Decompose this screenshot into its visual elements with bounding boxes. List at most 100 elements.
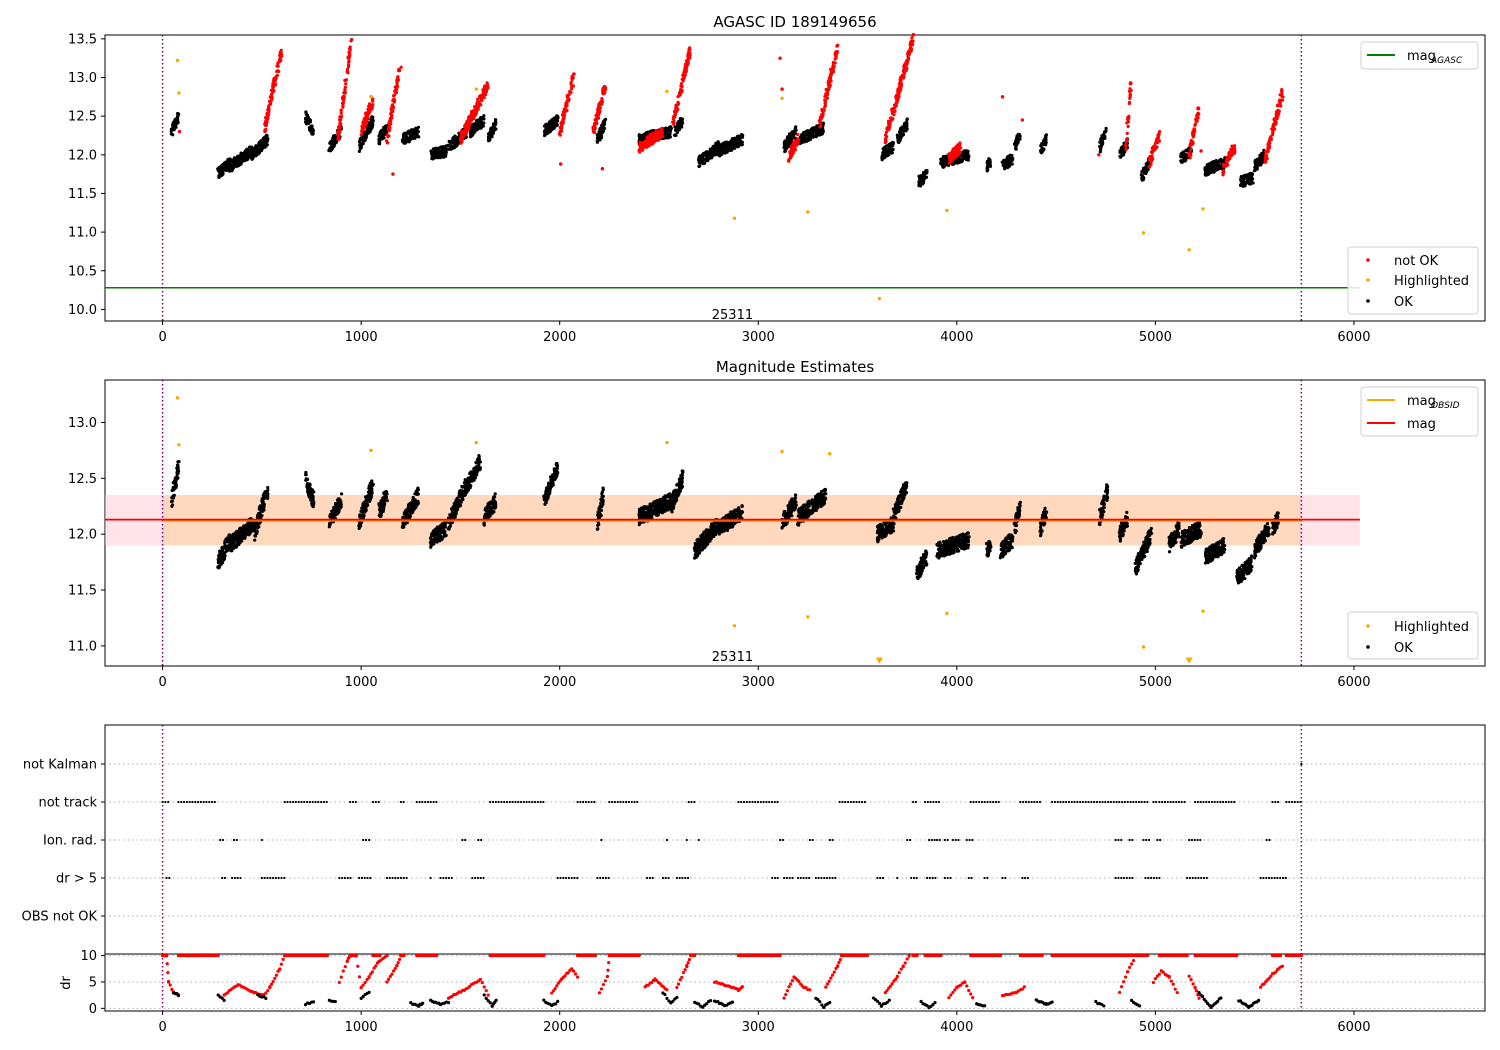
ok-point (959, 158, 963, 162)
top-y-tick-label: 11.5 (68, 187, 97, 202)
ok-point (1099, 137, 1103, 142)
ok-point (218, 549, 222, 553)
ok-point (882, 146, 886, 150)
not-ok-point (1224, 158, 1229, 162)
top-x-tick-label: 0 (158, 330, 166, 345)
ok-point (487, 138, 491, 142)
ok-point (250, 157, 254, 161)
ok-point (222, 552, 226, 557)
not-ok-point (565, 95, 569, 99)
ok-point (221, 166, 226, 170)
ok-point (898, 134, 903, 138)
not-ok-point (830, 68, 834, 73)
ok-point (942, 164, 946, 168)
ok-point (905, 124, 909, 129)
ok-point (545, 124, 549, 128)
mid-y-tick-label: 12.0 (68, 528, 97, 543)
not-ok-point (390, 107, 394, 111)
not-ok-point (817, 119, 822, 123)
not-ok-point (1124, 147, 1128, 152)
ok-point (170, 496, 174, 500)
ok-point (243, 158, 247, 163)
ok-point (697, 164, 701, 169)
not-ok-point (267, 107, 271, 111)
not-ok-point (389, 112, 393, 116)
ok-point (231, 158, 235, 162)
top-y-tick-label: 10.5 (68, 264, 97, 279)
not-ok-point (955, 145, 959, 149)
ok-point (918, 184, 922, 188)
ok-point (406, 136, 410, 140)
not-ok-point (1150, 158, 1154, 162)
not-ok-point (657, 134, 662, 138)
not-ok-point (389, 118, 393, 123)
ok-point (230, 167, 234, 171)
ok-point (1044, 134, 1048, 138)
ok-point (227, 169, 232, 173)
not-ok-point (476, 107, 480, 111)
not-ok-point (359, 133, 363, 137)
ok-point (236, 162, 240, 167)
not-ok-point (347, 60, 351, 64)
not-ok-point (1149, 162, 1153, 166)
not-ok-point (396, 76, 400, 80)
not-ok-point (638, 150, 642, 154)
ok-point (675, 128, 679, 132)
not-ok-point (906, 51, 910, 56)
ok-point (637, 137, 642, 142)
ok-point (307, 121, 311, 125)
ok-point (1013, 141, 1017, 145)
not-ok-point (680, 84, 684, 89)
not-ok-point (561, 119, 565, 123)
ok-point (170, 504, 174, 508)
ok-point (370, 122, 374, 126)
not-ok-point (271, 90, 275, 94)
ok-point (224, 546, 228, 551)
not-ok-point (906, 58, 910, 62)
ok-point (680, 121, 684, 125)
ok-point (170, 499, 174, 503)
ok-point (1255, 160, 1260, 164)
ok-point (918, 178, 923, 182)
ok-point (675, 130, 680, 134)
ok-point (1099, 143, 1104, 147)
not-ok-point (820, 108, 825, 112)
ok-point (358, 138, 362, 142)
top-y-tick-label: 12.0 (68, 148, 97, 163)
ok-point (304, 120, 308, 124)
ok-point (234, 159, 238, 163)
not-ok-point (264, 117, 269, 121)
ok-point (717, 147, 721, 151)
mid-y-tick-label: 13.0 (68, 416, 97, 431)
ok-point (331, 137, 335, 141)
ok-point (231, 532, 235, 536)
mid-y-tick-label: 11.5 (68, 584, 97, 599)
ok-point (241, 154, 245, 158)
ok-point (382, 133, 386, 137)
ok-point (454, 136, 458, 141)
highlighted-point (1141, 231, 1146, 235)
not-ok-point (894, 96, 898, 100)
not-ok-point (467, 116, 471, 120)
highlighted-point (1187, 248, 1191, 252)
ok-point (1246, 173, 1250, 177)
not-ok-point (600, 96, 604, 101)
not-ok-point (562, 113, 566, 117)
not-ok-point (341, 97, 345, 101)
ok-point (890, 143, 894, 147)
ok-point (598, 134, 602, 139)
ok-point (217, 565, 221, 569)
not-ok-point (278, 50, 282, 54)
ok-point (247, 528, 251, 533)
not-ok-point (266, 113, 271, 117)
ok-point (304, 112, 309, 116)
not-ok-point (834, 53, 838, 57)
not-ok-point (395, 82, 399, 86)
not-ok-point (392, 94, 396, 98)
ok-point (230, 164, 234, 168)
ok-point (307, 117, 311, 121)
not-ok-point (1153, 141, 1158, 145)
highlighted-point (877, 296, 882, 301)
ok-point (171, 127, 175, 131)
not-ok-point (789, 145, 793, 149)
